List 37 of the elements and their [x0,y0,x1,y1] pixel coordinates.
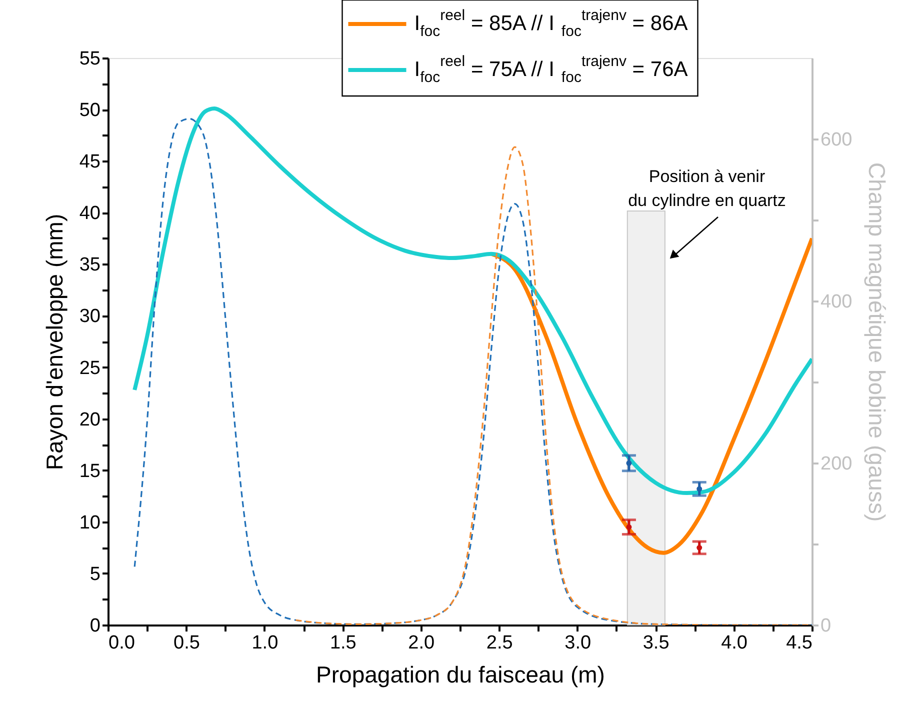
y-tick-label: 40 [79,203,100,224]
y-tick-label: 25 [79,358,100,379]
y-tick-label: 10 [79,512,100,534]
annotation: Position à venir du cylindre en quartz [628,167,786,210]
x-tick-label: 1.5 [330,632,356,654]
x-tick-label: 3.5 [642,632,670,654]
y-tick-label: 20 [79,409,100,430]
y-tick-label: 50 [79,100,100,122]
line-series [134,118,812,625]
y-tick-label: 45 [79,152,100,173]
y-tick-label: 5 [90,564,100,585]
x-tick-label: 0.5 [174,632,200,654]
x-tick-label: 1.0 [252,632,278,654]
x-tick-label: 0.0 [108,632,135,654]
point [696,544,702,550]
point [626,460,632,466]
y2-tick-label: 400 [820,292,852,312]
x-tick-label: 2.5 [486,632,513,654]
y2-axis-title: Champ magnétique bobine (gauss) [864,162,890,522]
x-tick-label: 2.0 [408,632,435,654]
y-axis-title: Rayon d'enveloppe (mm) [41,214,68,470]
point [626,524,632,530]
x-tick-label: 3.0 [564,632,592,654]
y-tick-label: 0 [90,616,100,636]
y-tick-label: 15 [79,460,100,482]
x-tick-label: 4.5 [786,632,812,654]
y2-tick-label: 0 [820,616,832,636]
x-axis-title: Propagation du faisceau (m) [316,662,605,688]
point [696,486,702,492]
y2-tick-label: 200 [820,454,852,474]
y-tick-label: 35 [79,254,100,276]
line-series [132,106,812,496]
y2-tick-label: 600 [820,130,852,150]
line-series [489,236,812,555]
y-tick-label: 30 [79,306,100,328]
y-tick-label: 55 [79,48,100,70]
x-tick-label: 4.0 [721,632,748,654]
